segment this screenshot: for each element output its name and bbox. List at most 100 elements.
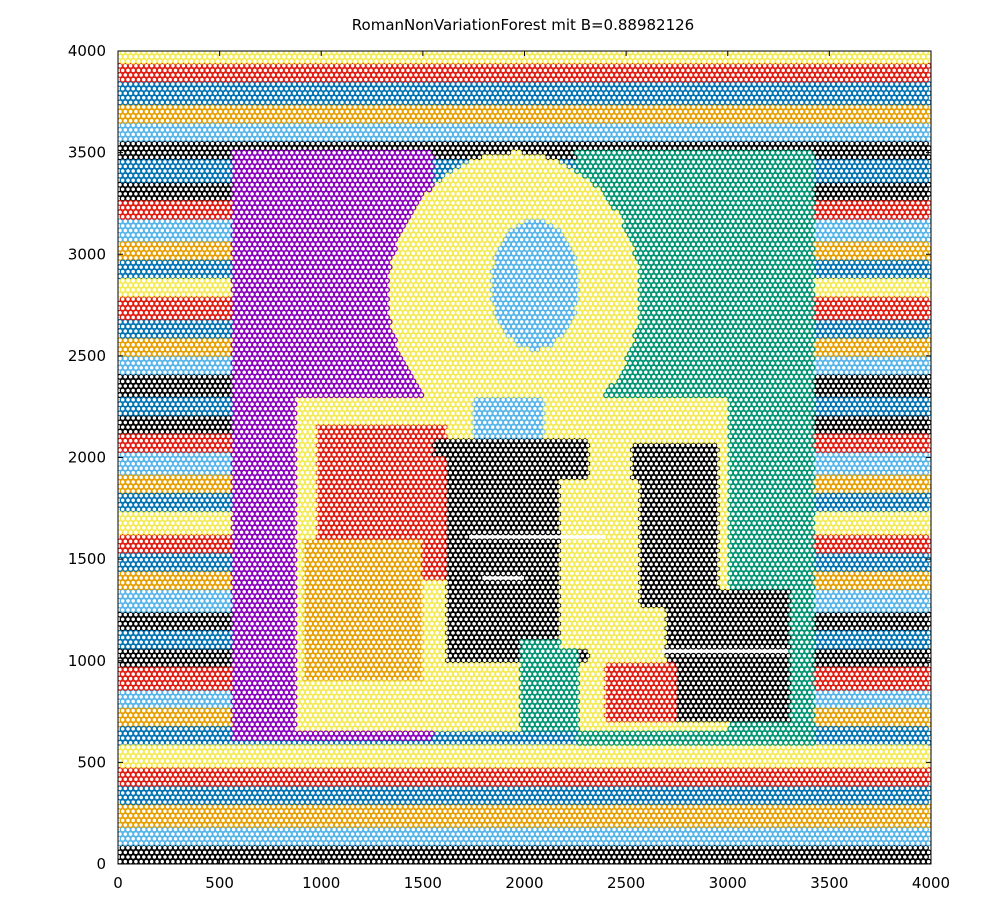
data-point <box>521 515 528 522</box>
data-point <box>582 831 589 838</box>
data-point <box>489 552 496 559</box>
data-point <box>508 611 515 618</box>
data-point <box>840 154 848 161</box>
data-point <box>716 698 723 705</box>
data-point <box>233 831 240 838</box>
data-point <box>146 424 153 431</box>
data-point <box>460 547 467 554</box>
data-point <box>161 661 169 668</box>
data-point <box>545 510 552 518</box>
data-point <box>706 524 713 531</box>
data-point <box>323 831 330 838</box>
data-point <box>455 620 462 627</box>
data-point <box>925 154 931 161</box>
data-point <box>523 529 530 536</box>
data-point <box>354 831 361 838</box>
data-point <box>714 529 721 536</box>
data-point <box>552 853 560 861</box>
data-point <box>661 593 668 600</box>
data-point <box>814 831 821 838</box>
data-point <box>257 140 264 147</box>
data-point <box>412 858 420 864</box>
data-point <box>692 840 700 847</box>
data-point <box>471 510 478 518</box>
data-point <box>901 652 908 659</box>
data-point <box>478 853 486 861</box>
data-point <box>492 611 499 618</box>
data-point <box>336 835 343 842</box>
data-point <box>883 154 890 161</box>
data-point <box>180 858 187 864</box>
data-point <box>555 629 562 636</box>
data-point <box>537 524 544 531</box>
data-point <box>893 373 900 380</box>
data-point <box>209 378 216 385</box>
data-point <box>486 510 493 518</box>
data-point <box>872 858 879 864</box>
data-point <box>912 689 919 696</box>
data-point <box>833 424 840 431</box>
data-point <box>545 593 552 600</box>
data-point <box>198 424 205 431</box>
data-point <box>819 840 826 847</box>
data-point <box>811 186 818 193</box>
data-point <box>531 140 538 147</box>
data-point <box>740 593 747 600</box>
data-point <box>328 849 335 856</box>
data-point <box>552 515 560 522</box>
data-point <box>677 684 684 691</box>
data-point <box>153 611 161 618</box>
data-point <box>391 858 398 864</box>
data-point <box>862 611 869 618</box>
data-point <box>521 853 528 861</box>
data-point <box>143 611 150 618</box>
data-point <box>732 853 739 861</box>
data-point <box>449 510 457 518</box>
data-point <box>661 474 668 481</box>
data-point <box>119 186 126 193</box>
data-point <box>275 849 282 856</box>
data-point <box>140 140 147 147</box>
data-point <box>502 858 509 864</box>
data-point <box>777 629 784 636</box>
data-point <box>909 392 916 399</box>
data-point <box>333 831 340 838</box>
data-point <box>473 451 480 458</box>
data-point <box>748 616 755 623</box>
data-point <box>574 451 581 458</box>
data-point <box>901 835 908 842</box>
data-point <box>486 483 493 490</box>
data-point <box>579 442 586 449</box>
data-point <box>764 698 771 705</box>
data-point <box>397 849 404 856</box>
data-point <box>645 831 652 838</box>
data-point <box>703 666 710 673</box>
data-point <box>151 616 158 623</box>
data-point <box>209 652 216 659</box>
data-point <box>700 652 708 659</box>
data-point <box>508 501 515 508</box>
data-point <box>698 703 705 710</box>
data-point <box>463 853 470 861</box>
data-point <box>859 661 866 668</box>
data-point <box>640 474 647 481</box>
data-point <box>212 154 219 161</box>
data-point <box>167 652 174 659</box>
data-point <box>550 584 557 591</box>
data-point <box>663 533 671 540</box>
data-point <box>209 140 216 147</box>
data-point <box>833 835 840 842</box>
data-point <box>740 629 747 636</box>
data-point <box>685 497 692 504</box>
data-point <box>864 140 871 147</box>
data-point <box>148 190 155 197</box>
data-point <box>698 602 705 609</box>
data-point <box>161 853 169 861</box>
data-point <box>885 414 892 422</box>
data-point <box>637 561 644 568</box>
data-point <box>595 853 602 861</box>
data-point <box>204 424 211 431</box>
data-point <box>217 620 224 627</box>
data-point <box>481 648 488 655</box>
data-point <box>510 579 517 586</box>
